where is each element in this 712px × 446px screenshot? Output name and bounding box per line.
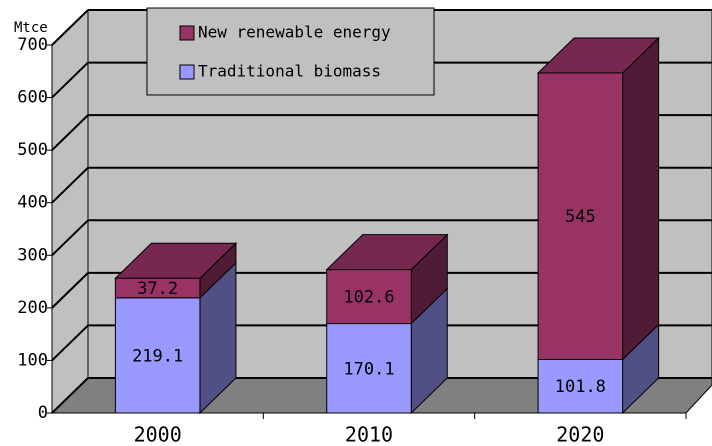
y-tick-label: 400 bbox=[17, 193, 48, 213]
y-axis-label: Mtce bbox=[14, 20, 48, 36]
data-label: 101.8 bbox=[555, 377, 606, 397]
y-tick-label: 300 bbox=[17, 245, 48, 265]
grid-line bbox=[51, 61, 89, 99]
x-tick-label: 2010 bbox=[345, 423, 393, 446]
side-wall bbox=[51, 8, 89, 415]
legend-label: Traditional biomass bbox=[198, 62, 381, 81]
grid-line bbox=[51, 9, 89, 46]
bar bbox=[326, 323, 412, 414]
bar bbox=[326, 269, 412, 325]
x-tick-label: 2000 bbox=[134, 423, 182, 446]
grid-line bbox=[51, 166, 89, 204]
grid-line bbox=[51, 114, 89, 151]
y-tick-label: 700 bbox=[17, 35, 48, 55]
legend-box bbox=[146, 7, 435, 96]
grid-line bbox=[51, 219, 89, 257]
y-tick-label: 100 bbox=[17, 350, 48, 370]
data-label: 219.1 bbox=[132, 346, 183, 366]
data-label: 170.1 bbox=[343, 359, 394, 379]
legend-swatch bbox=[179, 64, 195, 80]
x-tick-label: 2020 bbox=[556, 423, 604, 446]
y-tick-label: 200 bbox=[17, 298, 48, 318]
bar bbox=[114, 277, 201, 299]
y-tick-label: 600 bbox=[17, 88, 48, 108]
grid-line bbox=[51, 272, 89, 309]
data-label: 545 bbox=[565, 207, 596, 227]
grid-line bbox=[51, 377, 89, 414]
y-tick-label: 500 bbox=[17, 140, 48, 160]
bar-side bbox=[622, 36, 660, 361]
bar bbox=[114, 297, 201, 414]
data-label: 37.2 bbox=[137, 279, 178, 299]
legend-swatch bbox=[179, 25, 195, 41]
legend-label: New renewable energy bbox=[198, 23, 391, 42]
data-label: 102.6 bbox=[343, 288, 394, 308]
grid-line bbox=[51, 324, 89, 362]
bar bbox=[537, 72, 624, 360]
y-tick-label: 0 bbox=[38, 403, 48, 423]
